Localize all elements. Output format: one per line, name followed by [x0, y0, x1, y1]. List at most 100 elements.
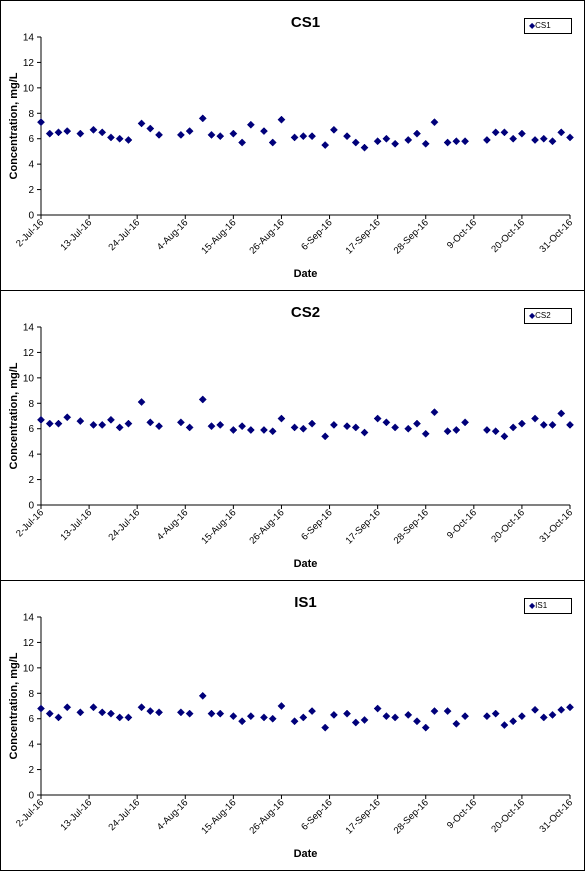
data-point — [89, 125, 98, 134]
data-point — [260, 127, 268, 136]
x-tick-label: 6-Sep-16 — [299, 217, 334, 252]
x-axis-label: Date — [294, 268, 318, 280]
data-point — [63, 413, 72, 422]
data-point — [557, 705, 566, 714]
data-point — [106, 709, 115, 718]
legend: ◆CS1 — [524, 18, 572, 34]
data-point — [198, 114, 207, 123]
data-point — [430, 118, 439, 127]
x-tick-label: 26-Aug-16 — [247, 797, 286, 836]
data-point — [260, 426, 268, 434]
data-point — [115, 134, 124, 143]
x-tick-label: 17-Sep-16 — [344, 797, 383, 836]
data-point — [329, 710, 338, 719]
data-point — [268, 427, 277, 436]
y-tick-label: 12 — [23, 58, 35, 69]
data-point — [443, 707, 452, 716]
data-point — [124, 136, 133, 144]
data-point — [277, 414, 286, 423]
data-point — [37, 704, 45, 713]
legend-label: CS2 — [535, 311, 551, 320]
x-tick-label: 24-Jul-16 — [107, 797, 143, 833]
y-tick-label: 6 — [28, 424, 34, 435]
data-point — [566, 420, 574, 429]
data-point — [531, 136, 539, 144]
data-point — [404, 136, 413, 144]
y-tick-label: 6 — [28, 134, 34, 145]
data-point — [482, 136, 491, 144]
data-point — [290, 423, 299, 432]
data-point — [539, 134, 548, 143]
data-point — [299, 713, 308, 722]
data-point — [229, 426, 238, 434]
chart-panel-cs1: CS1 0 2 4 6 8 10 12 14 2-Jul-16 13-Jul-16 24-Jul-16… — [0, 0, 585, 291]
x-tick-label: 9-Oct-16 — [445, 217, 479, 251]
x-tick-label: 28-Sep-16 — [392, 797, 431, 836]
data-point — [216, 132, 225, 141]
data-point — [500, 128, 509, 137]
y-tick-label: 8 — [28, 109, 34, 120]
y-tick-label: 0 — [28, 791, 34, 802]
chart-panel-is1: IS1 0 2 4 6 8 10 12 14 2-Jul-16 13-Jul-16 24-Jul-16… — [0, 580, 585, 871]
data-point — [413, 717, 421, 726]
data-point — [373, 704, 382, 713]
data-point — [391, 139, 400, 148]
data-point — [176, 130, 185, 139]
data-point — [37, 118, 45, 127]
x-tick-label: 15-Aug-16 — [199, 797, 238, 836]
data-point — [452, 137, 461, 146]
data-point — [500, 721, 509, 730]
data-point — [491, 709, 500, 718]
data-point — [343, 132, 351, 141]
data-point — [124, 419, 133, 428]
y-tick-label: 10 — [23, 373, 35, 384]
chart-svg: CS2 0 2 4 6 8 10 12 14 2-Jul-16 13-Jul-16 24-Jul-16… — [8, 304, 575, 570]
x-tick-label: 20-Oct-16 — [489, 217, 527, 255]
data-point — [391, 713, 400, 722]
x-tick-label: 26-Aug-16 — [247, 217, 286, 256]
data-point — [106, 133, 115, 142]
y-tick-label: 2 — [28, 765, 34, 776]
data-point — [76, 129, 85, 138]
data-point — [404, 424, 413, 433]
x-tick-label: 17-Sep-16 — [344, 507, 383, 546]
data-point — [98, 420, 107, 429]
chart-svg: IS1 0 2 4 6 8 10 12 14 2-Jul-16 13-Jul-16 24-Jul-16… — [8, 594, 575, 860]
data-point — [413, 419, 421, 428]
data-point — [124, 713, 133, 722]
y-tick-label: 2 — [28, 185, 34, 196]
x-tick-label: 31-Oct-16 — [537, 507, 575, 545]
x-tick-label: 31-Oct-16 — [537, 797, 575, 835]
x-tick-label: 28-Sep-16 — [392, 507, 431, 546]
x-tick-label: 26-Aug-16 — [247, 507, 286, 546]
data-point — [137, 119, 146, 128]
data-point — [277, 115, 286, 124]
data-point — [260, 713, 268, 722]
data-point — [246, 426, 255, 434]
y-tick-label: 14 — [23, 613, 35, 624]
data-point — [343, 709, 351, 718]
data-point — [404, 710, 413, 719]
data-point — [461, 418, 470, 427]
x-tick-label: 4-Aug-16 — [155, 507, 190, 542]
data-point — [517, 419, 526, 428]
data-point — [329, 125, 338, 134]
data-point — [76, 708, 85, 717]
y-tick-label: 8 — [28, 689, 34, 700]
data-point — [185, 127, 194, 136]
data-point — [299, 424, 308, 433]
data-point — [198, 691, 207, 700]
data-point — [63, 127, 72, 136]
x-tick-label: 13-Jul-16 — [58, 217, 94, 253]
data-point — [238, 422, 247, 431]
data-point — [443, 427, 452, 436]
data-point — [509, 134, 518, 143]
y-axis-label: Concentration, mg/L — [8, 362, 20, 469]
data-point — [54, 419, 63, 428]
data-point — [229, 129, 238, 138]
legend-diamond-icon: ◆ — [529, 311, 536, 320]
chart-title: CS1 — [291, 14, 320, 31]
data-point — [98, 708, 107, 717]
data-point — [452, 426, 461, 434]
data-point — [146, 124, 155, 133]
